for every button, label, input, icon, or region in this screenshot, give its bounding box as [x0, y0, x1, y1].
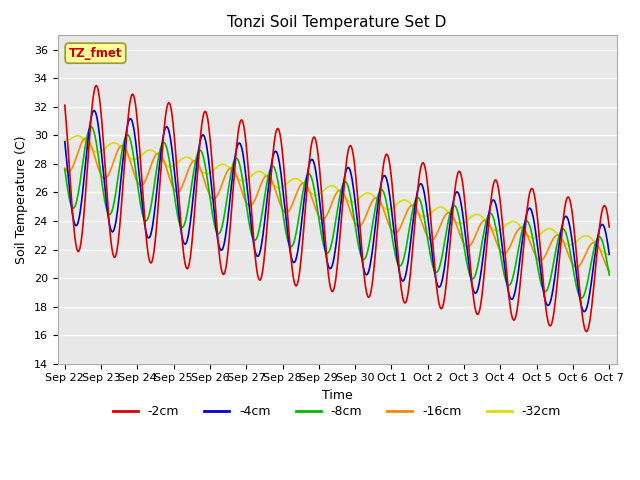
- Y-axis label: Soil Temperature (C): Soil Temperature (C): [15, 135, 28, 264]
- Legend: -2cm, -4cm, -8cm, -16cm, -32cm: -2cm, -4cm, -8cm, -16cm, -32cm: [108, 400, 566, 423]
- Text: TZ_fmet: TZ_fmet: [68, 47, 122, 60]
- Title: Tonzi Soil Temperature Set D: Tonzi Soil Temperature Set D: [227, 15, 447, 30]
- X-axis label: Time: Time: [322, 389, 353, 402]
